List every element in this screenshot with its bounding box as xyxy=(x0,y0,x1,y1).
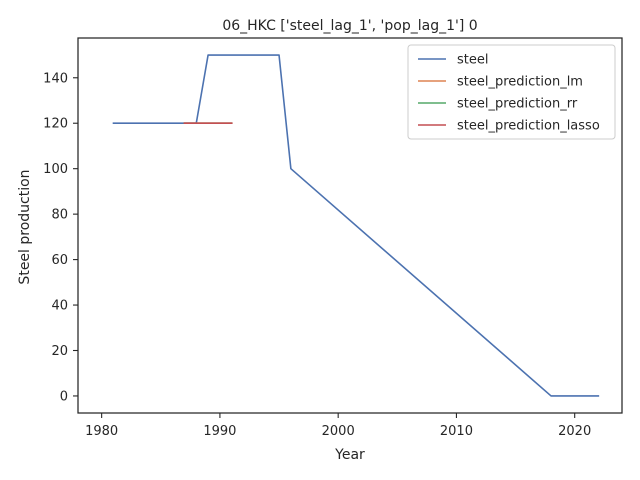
x-axis: 1980 1990 2000 2010 2020 xyxy=(85,413,591,439)
y-tick-label: 120 xyxy=(43,117,68,132)
x-tick-label: 1990 xyxy=(203,424,236,439)
x-tick-label: 2010 xyxy=(440,424,473,439)
x-tick-label: 2000 xyxy=(322,424,355,439)
legend-label-steel_prediction_lm: steel_prediction_lm xyxy=(457,75,583,90)
legend-label-steel_prediction_lasso: steel_prediction_lasso xyxy=(457,119,600,134)
x-tick-label: 2020 xyxy=(558,424,591,439)
legend-label-steel_prediction_rr: steel_prediction_rr xyxy=(457,97,578,112)
legend-box xyxy=(407,44,616,140)
y-tick-label: 40 xyxy=(51,299,68,314)
y-tick-label: 100 xyxy=(43,162,68,177)
legend: steel steel_prediction_lm steel_prediction… xyxy=(407,44,616,140)
plot-area xyxy=(77,37,623,414)
y-tick-label: 60 xyxy=(51,253,68,268)
y-axis: 0 20 40 60 80 100 120 140 xyxy=(43,71,78,404)
y-tick-label: 140 xyxy=(43,71,68,86)
plot-frame xyxy=(77,37,623,414)
chart-title: 06_HKC ['steel_lag_1', 'pop_lag_1'] 0 xyxy=(222,18,477,34)
legend-label-steel: steel xyxy=(457,53,488,68)
y-axis-label: Steel production xyxy=(17,169,33,284)
y-tick-label: 0 xyxy=(60,389,68,404)
y-tick-label: 80 xyxy=(51,208,68,223)
y-tick-label: 20 xyxy=(51,344,68,359)
x-axis-label: Year xyxy=(334,447,365,463)
x-tick-label: 1980 xyxy=(85,424,118,439)
